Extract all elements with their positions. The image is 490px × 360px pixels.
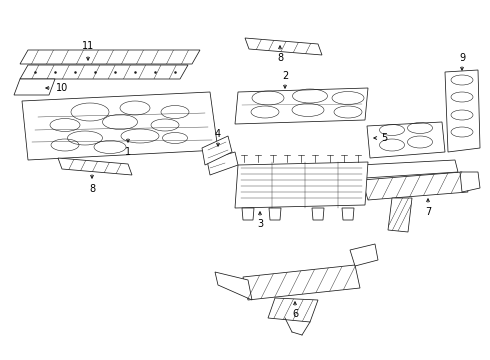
Polygon shape <box>20 65 188 79</box>
Polygon shape <box>202 136 232 165</box>
Text: 5: 5 <box>381 133 387 143</box>
Polygon shape <box>207 152 238 175</box>
Text: 3: 3 <box>257 219 263 229</box>
Text: 7: 7 <box>425 207 431 217</box>
Polygon shape <box>245 38 322 55</box>
Text: 8: 8 <box>277 53 283 63</box>
Polygon shape <box>14 79 55 95</box>
Polygon shape <box>269 208 281 220</box>
Polygon shape <box>445 70 480 152</box>
Text: 11: 11 <box>82 41 94 51</box>
Text: 2: 2 <box>282 71 288 81</box>
Polygon shape <box>58 158 132 175</box>
Polygon shape <box>235 88 368 124</box>
Text: 6: 6 <box>292 309 298 319</box>
Polygon shape <box>22 92 218 160</box>
Polygon shape <box>20 50 200 64</box>
Polygon shape <box>367 122 445 158</box>
Text: 8: 8 <box>89 184 95 194</box>
Text: 4: 4 <box>215 129 221 139</box>
Polygon shape <box>350 244 378 266</box>
Polygon shape <box>388 198 412 232</box>
Polygon shape <box>460 172 480 192</box>
Polygon shape <box>360 160 458 178</box>
Polygon shape <box>242 208 254 220</box>
Polygon shape <box>362 172 468 200</box>
Text: 10: 10 <box>56 83 68 93</box>
Text: 9: 9 <box>459 53 465 63</box>
Polygon shape <box>312 208 324 220</box>
Polygon shape <box>268 298 318 322</box>
Text: 1: 1 <box>125 147 131 157</box>
Polygon shape <box>243 265 360 300</box>
Polygon shape <box>235 162 368 208</box>
Polygon shape <box>342 208 354 220</box>
Polygon shape <box>215 272 252 300</box>
